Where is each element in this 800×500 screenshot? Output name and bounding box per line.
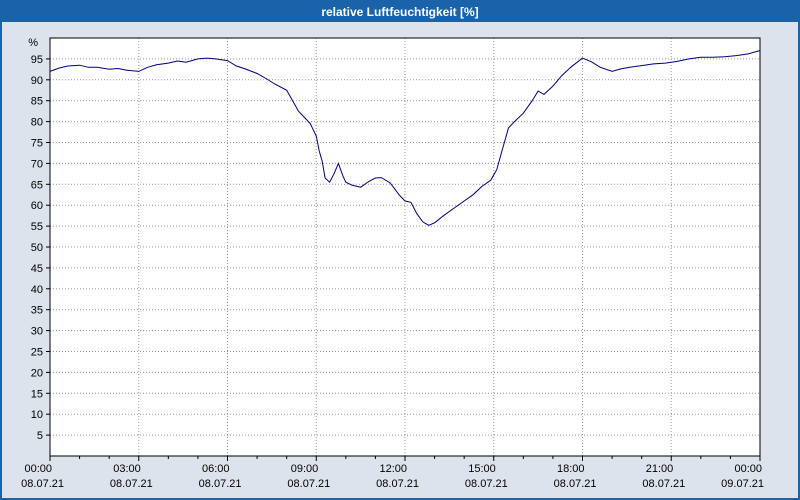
svg-text:60: 60 bbox=[31, 200, 43, 212]
svg-text:00:00: 00:00 bbox=[24, 463, 52, 475]
window-title-bar: relative Luftfeuchtigkeit [%] bbox=[2, 2, 798, 22]
svg-text:08.07.21: 08.07.21 bbox=[199, 478, 242, 490]
svg-text:45: 45 bbox=[31, 263, 43, 275]
svg-text:15: 15 bbox=[31, 388, 43, 400]
svg-text:90: 90 bbox=[31, 75, 43, 87]
svg-text:75: 75 bbox=[31, 138, 43, 150]
humidity-series-line bbox=[49, 50, 761, 226]
svg-text:65: 65 bbox=[31, 179, 43, 191]
svg-text:25: 25 bbox=[31, 347, 43, 359]
svg-text:5: 5 bbox=[37, 430, 43, 442]
svg-text:08.07.21: 08.07.21 bbox=[554, 478, 597, 490]
svg-text:12:00: 12:00 bbox=[379, 463, 407, 475]
svg-text:08.07.21: 08.07.21 bbox=[110, 478, 153, 490]
svg-text:40: 40 bbox=[31, 284, 43, 296]
svg-text:70: 70 bbox=[31, 158, 43, 170]
svg-text:95: 95 bbox=[31, 54, 43, 66]
svg-text:85: 85 bbox=[31, 96, 43, 108]
svg-text:06:00: 06:00 bbox=[202, 463, 230, 475]
svg-text:35: 35 bbox=[31, 305, 43, 317]
window-title: relative Luftfeuchtigkeit [%] bbox=[321, 5, 479, 19]
svg-text:50: 50 bbox=[31, 242, 43, 254]
svg-text:09:00: 09:00 bbox=[291, 463, 319, 475]
svg-text:08.07.21: 08.07.21 bbox=[287, 478, 330, 490]
svg-text:08.07.21: 08.07.21 bbox=[642, 478, 685, 490]
svg-text:80: 80 bbox=[31, 117, 43, 129]
svg-text:08.07.21: 08.07.21 bbox=[21, 478, 64, 490]
svg-text:15:00: 15:00 bbox=[468, 463, 496, 475]
svg-text:18:00: 18:00 bbox=[557, 463, 585, 475]
svg-text:%: % bbox=[28, 37, 38, 49]
svg-text:55: 55 bbox=[31, 221, 43, 233]
svg-text:30: 30 bbox=[31, 326, 43, 338]
svg-text:00:00: 00:00 bbox=[734, 463, 762, 475]
svg-text:09.07.21: 09.07.21 bbox=[721, 478, 764, 490]
svg-text:21:00: 21:00 bbox=[646, 463, 674, 475]
svg-text:08.07.21: 08.07.21 bbox=[465, 478, 508, 490]
svg-text:20: 20 bbox=[31, 367, 43, 379]
svg-text:03:00: 03:00 bbox=[113, 463, 141, 475]
svg-text:08.07.21: 08.07.21 bbox=[376, 478, 419, 490]
chart-container: 5 10 15 20 25 30 35 40 45 50 55 60 65 70 75 80 85 90 95% 00… bbox=[2, 22, 798, 498]
svg-text:10: 10 bbox=[31, 409, 43, 421]
humidity-line-chart: 5 10 15 20 25 30 35 40 45 50 55 60 65 70 75 80 85 90 95% 00… bbox=[21, 37, 764, 490]
